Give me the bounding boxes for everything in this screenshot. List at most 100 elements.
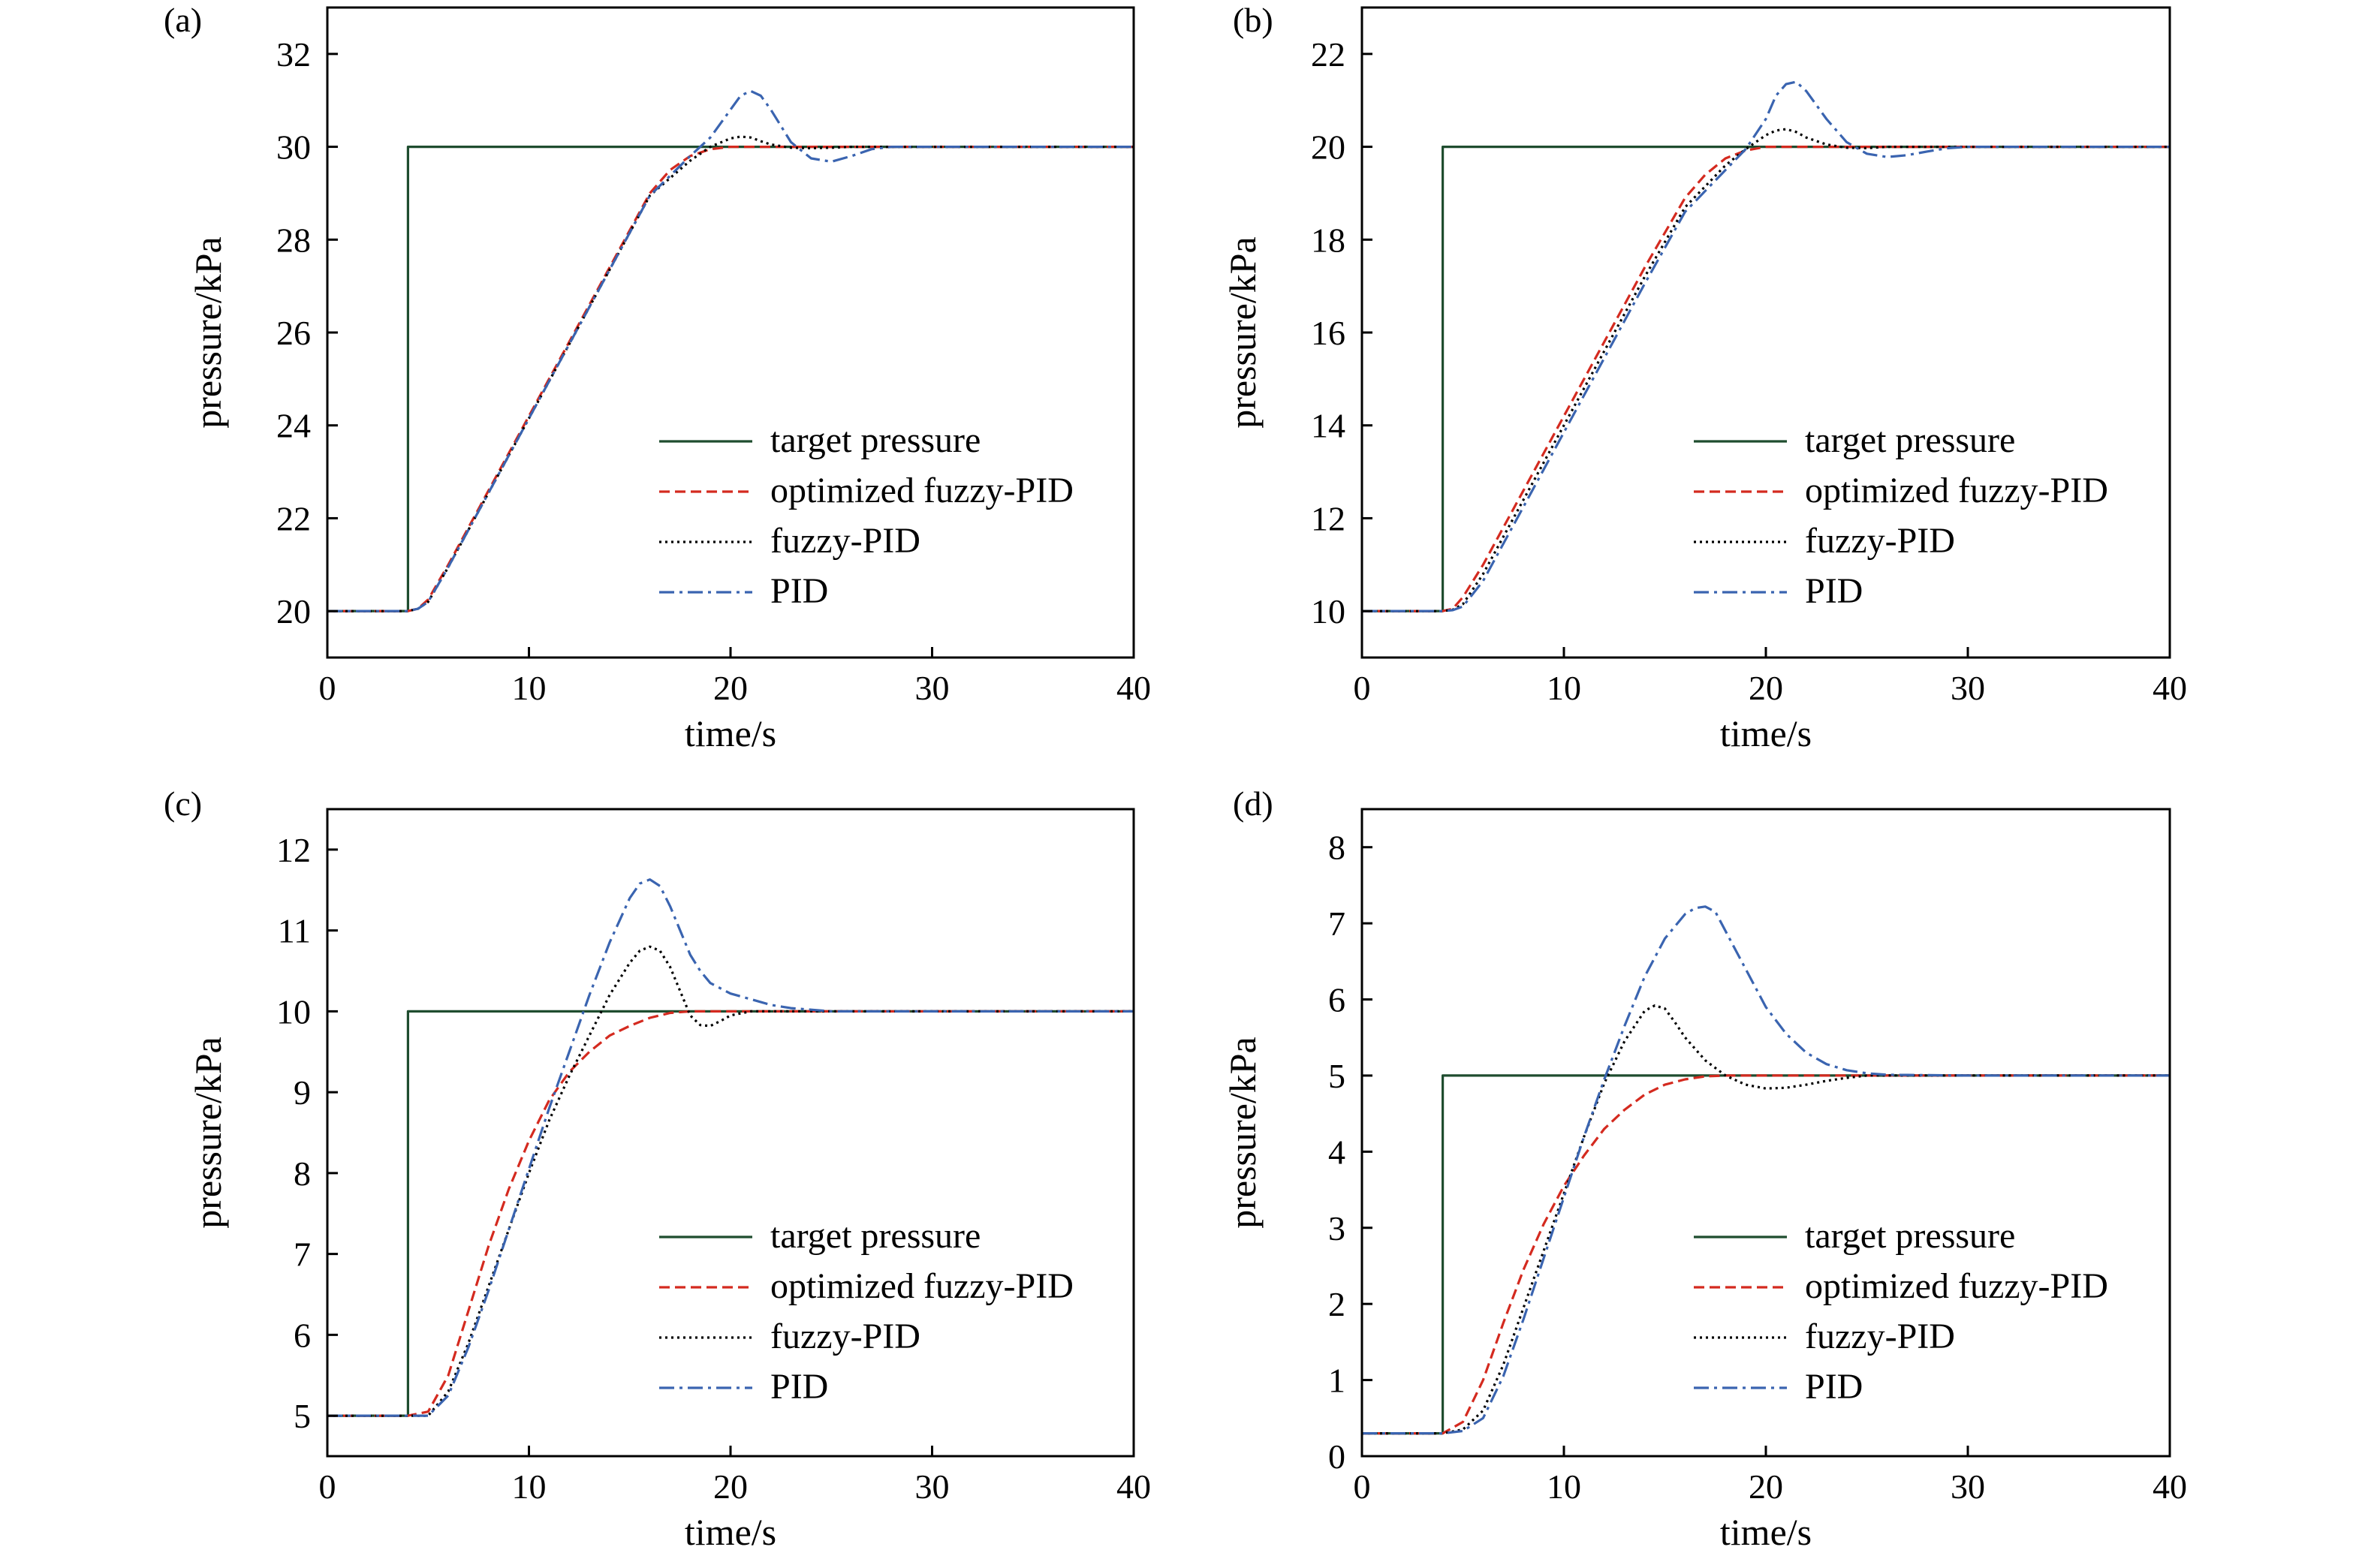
legend-entry-fuzzy-pid: fuzzy-PID [1805,1317,1955,1356]
legend-entry-pid: PID [1805,1367,1863,1407]
series-group [327,89,1134,612]
plot-frame [1360,6,2171,659]
series-group [1362,80,2170,612]
y-tick-label: 4 [1328,1133,1345,1171]
series-group [327,878,1134,1417]
y-tick-label: 10 [276,992,311,1031]
legend-entry-target-pressure: target pressure [770,1216,981,1256]
charts-layer: 0 10 20 30 4020222426283032time/spressure/kP… [164,1,2187,1553]
series-line-optimized-fuzzy-pid [327,1010,1134,1417]
legend: target pressure optimized fuzzy-PID fuzzy-… [659,420,1074,611]
x-tick-label: 10 [512,1467,547,1506]
x-axis-label: time/s [685,712,776,754]
series-line-pid [1362,905,2170,1435]
y-tick-label: 6 [294,1316,311,1354]
x-tick-label: 40 [1116,1467,1151,1506]
legend-entry-pid: PID [1805,571,1863,611]
series-line-fuzzy-pid [327,135,1134,612]
legend: target pressure optimized fuzzy-PID fuzzy-… [659,1216,1074,1407]
plot-frame [326,808,1135,1458]
y-tick-label: 12 [1311,499,1345,537]
y-tick-label: 5 [1328,1057,1345,1095]
x-tick-label: 20 [713,669,748,707]
x-tick-label: 30 [915,669,950,707]
y-tick-label: 28 [276,221,311,259]
legend-entry-pid: PID [770,1367,828,1407]
series-line-target-pressure [327,146,1134,612]
y-tick-label: 12 [276,831,311,869]
series-line-optimized-fuzzy-pid [327,146,1134,612]
legend: target pressure optimized fuzzy-PID fuzzy-… [1694,1216,2108,1407]
legend-entry-optimized-fuzzy-pid: optimized fuzzy-PID [1805,1266,2108,1306]
series-line-pid [327,89,1134,612]
y-tick-label: 32 [276,35,311,74]
y-tick-label: 7 [294,1235,311,1274]
y-tick-label: 22 [1311,35,1345,74]
panel-label: (b) [1233,1,1273,39]
panel-label: (d) [1233,784,1273,823]
legend-entry-target-pressure: target pressure [1805,1216,2015,1256]
x-tick-label: 0 [1354,669,1371,707]
x-tick-label: 10 [512,669,547,707]
chart-panel-b: 0 10 20 30 4010121416182022time/spressure/kP… [1222,1,2187,754]
y-tick-label: 9 [294,1073,311,1112]
panel-label: (a) [164,1,202,39]
y-tick-label: 22 [276,499,311,537]
chart-panel-c: 0 10 20 30 40 5 6 7 8 9 10 11 12 time/s pressure/kPa (c… [164,784,1151,1553]
series-line-fuzzy-pid [327,945,1134,1417]
x-tick-label: 10 [1547,1467,1581,1506]
x-axis-label: time/s [685,1511,776,1553]
x-tick-label: 30 [915,1467,950,1506]
x-tick-label: 0 [1354,1467,1371,1506]
y-tick-label: 3 [1328,1209,1345,1247]
y-tick-label: 30 [276,128,311,167]
panel-label: (c) [164,784,202,823]
legend-entry-pid: PID [770,571,828,611]
y-tick-label: 5 [294,1397,311,1435]
chart-panel-d: 0 10 20 30 40 0 1 2 3 4 5 6 7 8 time/s pressure/kPa (d) t… [1222,784,2187,1553]
x-tick-label: 40 [2153,1467,2187,1506]
y-tick-label: 6 [1328,981,1345,1019]
series-line-fuzzy-pid [1362,128,2170,612]
x-tick-label: 40 [2153,669,2187,707]
plot-frame [1360,808,2171,1458]
y-tick-label: 18 [1311,221,1345,259]
x-tick-label: 10 [1547,669,1581,707]
x-tick-label: 40 [1116,669,1151,707]
y-tick-label: 7 [1328,904,1345,943]
y-tick-label: 8 [1328,829,1345,867]
chart-panel-a: 0 10 20 30 40 20 22 24 26 28 30 32 time/s pressure/kP… [164,1,1151,754]
legend-entry-optimized-fuzzy-pid: optimized fuzzy-PID [770,1266,1074,1306]
x-tick-label: 0 [319,669,336,707]
x-tick-label: 20 [713,1467,748,1506]
legend-entry-target-pressure: target pressure [770,420,981,460]
series-line-optimized-fuzzy-pid [1362,1074,2170,1435]
y-tick-label: 2 [1328,1285,1345,1323]
x-tick-label: 20 [1749,669,1783,707]
series-line-pid [1362,80,2170,612]
legend-entry-fuzzy-pid: fuzzy-PID [1805,521,1955,561]
y-tick-label: 26 [276,314,311,352]
x-tick-label: 30 [1951,669,1985,707]
y-axis-label: pressure/kPa [1222,1037,1264,1229]
legend-entry-optimized-fuzzy-pid: optimized fuzzy-PID [770,471,1074,510]
legend: target pressure optimized fuzzy-PID fuzzy-… [1694,420,2108,611]
y-tick-label: 20 [276,592,311,631]
series-line-pid [327,878,1134,1417]
y-tick-label: 16 [1311,314,1345,352]
x-tick-label: 20 [1749,1467,1783,1506]
legend-entry-fuzzy-pid: fuzzy-PID [770,1317,920,1356]
series-line-fuzzy-pid [1362,1004,2170,1435]
series-group [1362,905,2170,1435]
legend-entry-fuzzy-pid: fuzzy-PID [770,521,920,561]
y-tick-label: 8 [294,1154,311,1193]
y-tick-label: 0 [1328,1437,1345,1476]
series-line-target-pressure [327,1010,1134,1417]
plot-frame [326,6,1135,659]
y-tick-label: 14 [1311,407,1345,445]
y-tick-label: 20 [1311,128,1345,167]
x-axis-label: time/s [1720,1511,1812,1553]
y-tick-label: 1 [1328,1362,1345,1400]
y-tick-label: 10 [1311,592,1345,631]
